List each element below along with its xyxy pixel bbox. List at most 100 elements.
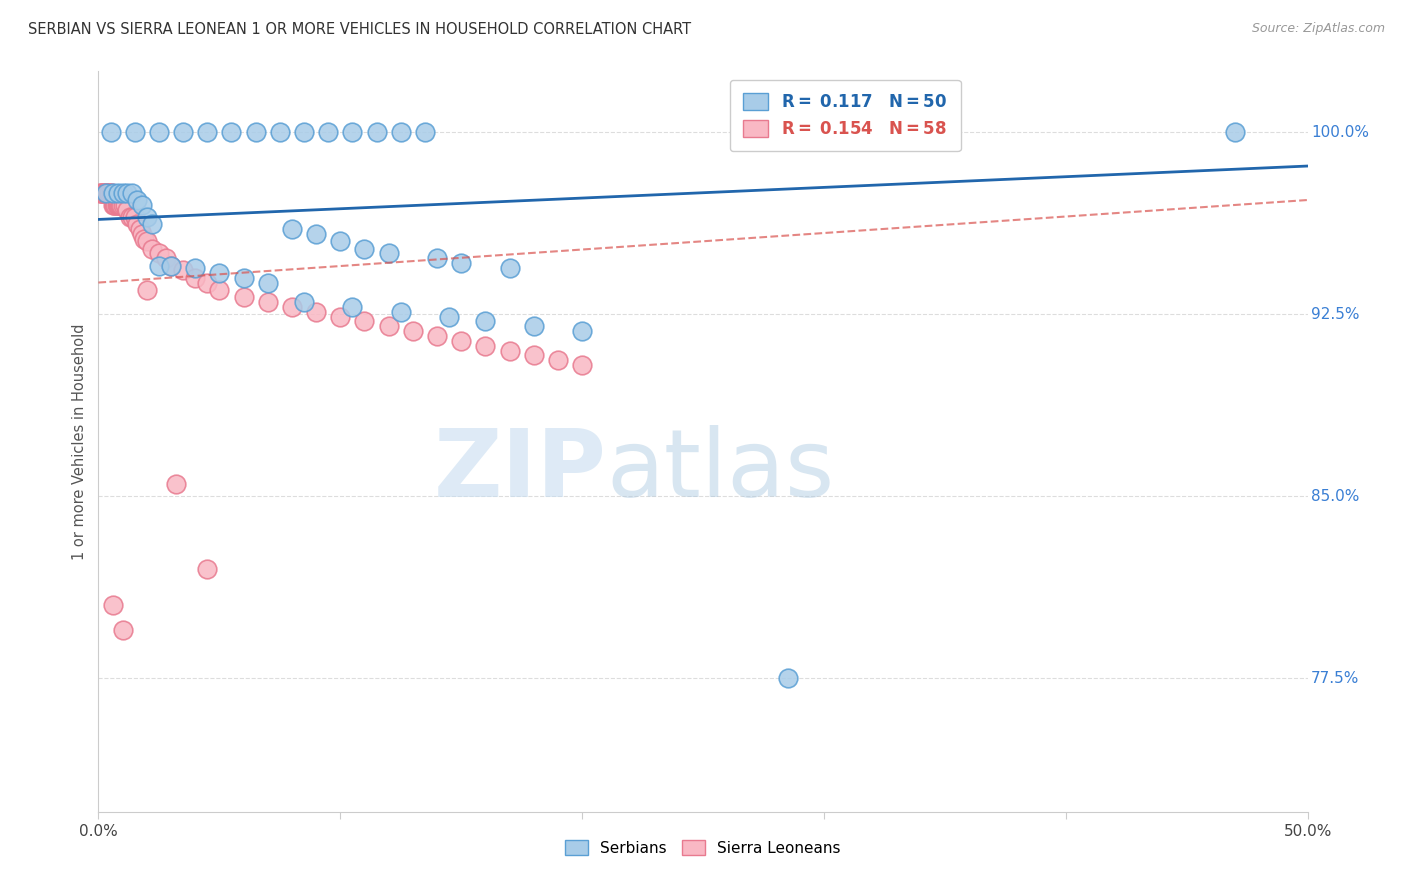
Point bbox=[127, 193, 149, 207]
Point bbox=[765, 125, 787, 139]
Text: 85.0%: 85.0% bbox=[1312, 489, 1360, 504]
Point bbox=[547, 353, 569, 368]
Point bbox=[96, 186, 118, 200]
Point bbox=[292, 295, 315, 310]
Point bbox=[131, 227, 153, 241]
Point bbox=[474, 314, 496, 328]
Point bbox=[426, 252, 449, 266]
Point bbox=[413, 125, 436, 139]
Point bbox=[90, 186, 112, 200]
Point bbox=[281, 222, 304, 236]
Point bbox=[107, 198, 129, 212]
Point bbox=[97, 186, 120, 200]
Point bbox=[353, 314, 375, 328]
Point bbox=[160, 259, 183, 273]
Point bbox=[208, 283, 231, 297]
Point bbox=[389, 304, 412, 318]
Point bbox=[128, 222, 150, 236]
Text: 100.0%: 100.0% bbox=[1312, 125, 1369, 139]
Point bbox=[118, 210, 141, 224]
Point bbox=[571, 358, 593, 372]
Point bbox=[498, 343, 520, 358]
Text: SERBIAN VS SIERRA LEONEAN 1 OR MORE VEHICLES IN HOUSEHOLD CORRELATION CHART: SERBIAN VS SIERRA LEONEAN 1 OR MORE VEHI… bbox=[28, 22, 692, 37]
Point bbox=[148, 259, 170, 273]
Point bbox=[108, 198, 131, 212]
Point bbox=[498, 260, 520, 275]
Point bbox=[141, 217, 163, 231]
Point bbox=[114, 198, 136, 212]
Point bbox=[124, 125, 146, 139]
Point bbox=[776, 671, 799, 685]
Point bbox=[450, 256, 472, 270]
Point bbox=[135, 234, 157, 248]
Point bbox=[134, 232, 156, 246]
Point bbox=[523, 319, 546, 334]
Point bbox=[103, 198, 125, 212]
Point bbox=[1223, 125, 1246, 139]
Point bbox=[111, 186, 134, 200]
Text: 77.5%: 77.5% bbox=[1312, 671, 1360, 686]
Point bbox=[121, 186, 143, 200]
Point bbox=[127, 217, 149, 231]
Point bbox=[377, 319, 399, 334]
Point bbox=[165, 477, 187, 491]
Point bbox=[121, 210, 143, 224]
Point bbox=[107, 186, 129, 200]
Point bbox=[353, 242, 375, 256]
Point bbox=[100, 186, 122, 200]
Point bbox=[172, 263, 194, 277]
Point bbox=[148, 125, 170, 139]
Point bbox=[172, 125, 194, 139]
Point bbox=[195, 562, 218, 576]
Point bbox=[195, 125, 218, 139]
Point bbox=[101, 198, 124, 212]
Point bbox=[329, 310, 352, 324]
Point bbox=[117, 186, 139, 200]
Point bbox=[305, 304, 328, 318]
Point bbox=[571, 324, 593, 338]
Point bbox=[148, 246, 170, 260]
Point bbox=[108, 198, 131, 212]
Point bbox=[117, 202, 139, 217]
Point bbox=[281, 300, 304, 314]
Point bbox=[437, 310, 460, 324]
Point bbox=[256, 276, 278, 290]
Point bbox=[155, 252, 177, 266]
Point bbox=[305, 227, 328, 241]
Text: ZIP: ZIP bbox=[433, 425, 606, 517]
Point bbox=[342, 300, 364, 314]
Point bbox=[100, 125, 122, 139]
Point bbox=[366, 125, 388, 139]
Point bbox=[269, 125, 291, 139]
Point bbox=[135, 283, 157, 297]
Point bbox=[111, 198, 134, 212]
Point bbox=[141, 242, 163, 256]
Point bbox=[105, 198, 128, 212]
Point bbox=[160, 259, 183, 273]
Text: Source: ZipAtlas.com: Source: ZipAtlas.com bbox=[1251, 22, 1385, 36]
Point bbox=[110, 198, 132, 212]
Point bbox=[89, 186, 111, 200]
Point bbox=[450, 334, 472, 348]
Text: 92.5%: 92.5% bbox=[1312, 307, 1360, 322]
Point bbox=[94, 186, 117, 200]
Point bbox=[426, 329, 449, 343]
Point bbox=[232, 290, 254, 304]
Point bbox=[329, 234, 352, 248]
Point bbox=[232, 270, 254, 285]
Point bbox=[101, 599, 124, 613]
Point bbox=[124, 210, 146, 224]
Point bbox=[292, 125, 315, 139]
Point bbox=[93, 186, 115, 200]
Point bbox=[523, 348, 546, 362]
Point bbox=[111, 623, 134, 637]
Y-axis label: 1 or more Vehicles in Household: 1 or more Vehicles in Household bbox=[72, 323, 87, 560]
Point bbox=[100, 186, 122, 200]
Text: atlas: atlas bbox=[606, 425, 835, 517]
Point bbox=[131, 198, 153, 212]
Point bbox=[342, 125, 364, 139]
Point bbox=[91, 186, 114, 200]
Point bbox=[377, 246, 399, 260]
Point bbox=[195, 276, 218, 290]
Point bbox=[221, 125, 243, 139]
